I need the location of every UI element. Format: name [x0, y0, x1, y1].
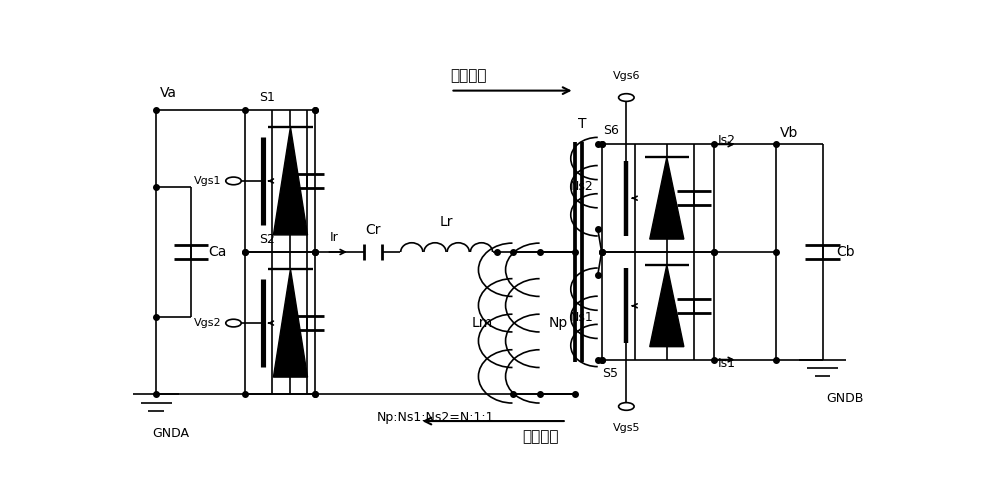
Text: Ns1: Ns1 — [570, 311, 594, 324]
Text: Is2: Is2 — [718, 134, 736, 147]
Text: S2: S2 — [259, 233, 275, 246]
Text: T: T — [578, 117, 587, 131]
Text: Cr: Cr — [365, 224, 381, 238]
Text: Np:Ns1:Ns2=N:1:1: Np:Ns1:Ns2=N:1:1 — [376, 412, 494, 425]
Text: GNDB: GNDB — [826, 392, 864, 405]
Text: Vgs6: Vgs6 — [613, 71, 640, 81]
Text: S5: S5 — [603, 367, 619, 380]
Text: Vb: Vb — [780, 126, 798, 140]
Text: Vgs5: Vgs5 — [613, 423, 640, 433]
Text: S1: S1 — [259, 91, 275, 104]
Text: Is1: Is1 — [718, 357, 736, 370]
Text: 正向工作: 正向工作 — [450, 68, 487, 83]
Polygon shape — [273, 127, 308, 235]
Text: Ns2: Ns2 — [570, 180, 594, 193]
Text: Vgs1: Vgs1 — [194, 176, 222, 186]
Text: 反向工作: 反向工作 — [522, 429, 559, 444]
Text: Lr: Lr — [440, 215, 453, 229]
Text: Lm: Lm — [472, 316, 493, 330]
Polygon shape — [650, 157, 684, 239]
Text: Np: Np — [549, 316, 568, 330]
Text: Ir: Ir — [330, 232, 339, 245]
Text: GNDA: GNDA — [152, 427, 189, 440]
Polygon shape — [273, 269, 308, 377]
Polygon shape — [650, 265, 684, 347]
Text: Ca: Ca — [208, 245, 226, 259]
Text: Cb: Cb — [836, 245, 855, 259]
Text: Vgs2: Vgs2 — [194, 318, 222, 328]
Text: S6: S6 — [603, 124, 619, 137]
Text: Va: Va — [160, 86, 177, 100]
